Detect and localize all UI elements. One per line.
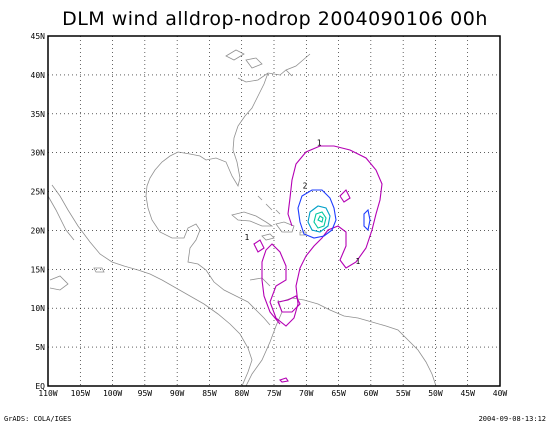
x-tick-label: 55W bbox=[396, 389, 411, 398]
x-tick-label: 105W bbox=[71, 389, 90, 398]
axis-tick-labels: 110W 105W 100W 95W 90W 85W 80W 75W 70W 65W 60W 55W 5… bbox=[31, 32, 508, 398]
contour-2-east bbox=[363, 208, 371, 232]
y-tick-label: 30N bbox=[31, 149, 46, 158]
x-tick-label: 50W bbox=[428, 389, 443, 398]
map-frame bbox=[47, 35, 501, 387]
x-tick-label: 75W bbox=[267, 389, 282, 398]
contour-1-loop bbox=[277, 295, 301, 313]
lat-lon-grid bbox=[48, 36, 500, 386]
y-tick-label: 15N bbox=[31, 265, 46, 274]
x-tick-label: 70W bbox=[299, 389, 314, 398]
contour-2-main bbox=[297, 189, 337, 239]
y-tick-label: 40N bbox=[31, 71, 46, 80]
contour-3-main bbox=[307, 205, 331, 233]
coastlines bbox=[47, 49, 437, 387]
x-tick-label: 65W bbox=[331, 389, 346, 398]
contour-label: 1 bbox=[356, 257, 361, 266]
x-tick-label: 60W bbox=[364, 389, 379, 398]
contour-1-south bbox=[278, 377, 289, 383]
footer-timestamp: 2004-09-08-13:12 bbox=[478, 415, 546, 423]
contour-4-main bbox=[313, 211, 327, 229]
footer-credit: GrADS: COLA/IGES bbox=[4, 415, 72, 423]
contour-label: 2 bbox=[303, 181, 308, 190]
y-tick-label: 45N bbox=[31, 32, 46, 41]
x-tick-label: 95W bbox=[138, 389, 153, 398]
y-tick-label: 20N bbox=[31, 226, 46, 235]
contour-label: 1 bbox=[244, 233, 249, 242]
x-tick-label: 90W bbox=[170, 389, 185, 398]
contour-label: 1 bbox=[317, 139, 322, 148]
map-title: DLM wind alldrop-nodrop 2004090106 00h bbox=[62, 8, 488, 30]
x-tick-label: 80W bbox=[234, 389, 249, 398]
y-tick-label: 25N bbox=[31, 188, 46, 197]
y-tick-label: 5N bbox=[35, 343, 45, 352]
contour-1-ring bbox=[339, 189, 351, 203]
x-tick-label: 85W bbox=[202, 389, 217, 398]
y-tick-label: EQ bbox=[35, 382, 45, 391]
x-tick-label: 45W bbox=[460, 389, 475, 398]
y-tick-label: 10N bbox=[31, 304, 46, 313]
x-tick-label: 40W bbox=[493, 389, 508, 398]
contour-labels: 1 1 1 2 bbox=[244, 139, 360, 266]
y-tick-label: 35N bbox=[31, 110, 46, 119]
contour-4-inner bbox=[317, 215, 324, 223]
x-tick-label: 110W bbox=[38, 389, 57, 398]
x-tick-label: 100W bbox=[103, 389, 122, 398]
wind-difference-contours bbox=[253, 145, 383, 383]
contour-1-west bbox=[253, 239, 265, 253]
